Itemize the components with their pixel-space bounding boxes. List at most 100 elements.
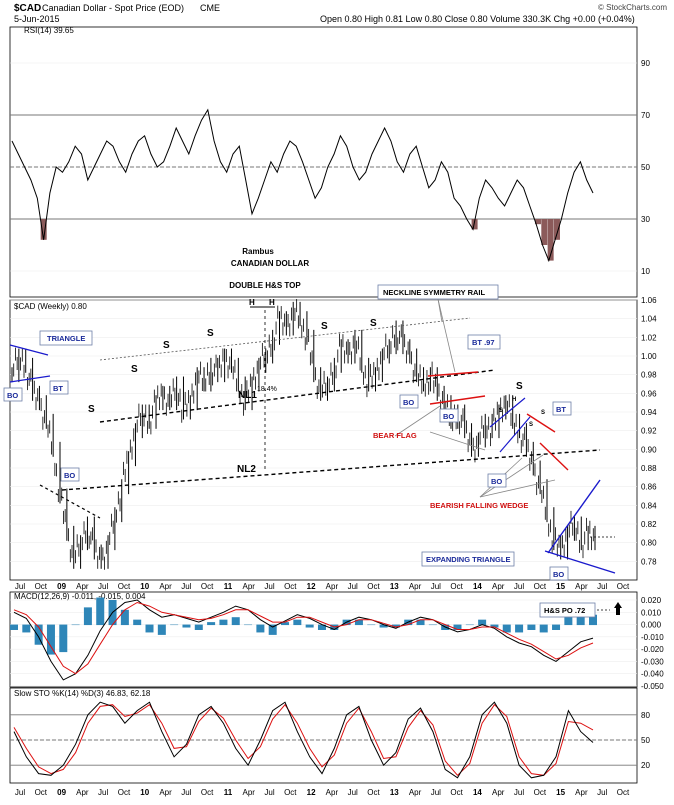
x-axis-top-label-25: Oct: [534, 582, 547, 591]
macd-hist-bar-38: [478, 619, 487, 626]
macd-tick-label-2: 0.000: [641, 621, 662, 630]
wedge-red-2: [539, 442, 569, 471]
macd-hist-bar-34: [428, 624, 437, 626]
macd-hist-bar-41: [515, 624, 524, 633]
macd-hist-bar-1: [22, 624, 31, 633]
bt-callout-2: BT: [552, 401, 572, 416]
price-tick-label-10: 0.98: [641, 371, 657, 380]
macd-hist-bar-5: [71, 624, 80, 626]
sto-title: Slow STO %K(14) %D(3) 46.83, 62.18: [14, 689, 151, 698]
expanding-triangle-callout: EXPANDING TRIANGLE: [421, 551, 515, 567]
x-axis-top-label-13: Oct: [284, 582, 297, 591]
rambus-label: Rambus: [242, 247, 274, 256]
bo-label-2: BO: [64, 471, 75, 480]
price-tick-label-2: 0.82: [641, 520, 657, 529]
wedge-leader-3: [479, 479, 556, 498]
exchange-label: CME: [200, 3, 220, 13]
bo-label-1: BO: [7, 391, 18, 400]
header-date: 5-Jun-2015: [14, 14, 60, 24]
x-axis-bottom-label-19: Apr: [409, 788, 422, 797]
x-axis-top-label-1: Oct: [35, 582, 48, 591]
macd-frame: [9, 591, 638, 688]
price-tick-label-4: 0.86: [641, 483, 657, 492]
nl2-neckline: [61, 449, 601, 491]
rsi-tick-label-1: 30: [641, 215, 650, 224]
x-axis-bottom-label-16: Jul: [348, 788, 358, 797]
x-axis-bottom-label-10: 11: [224, 788, 233, 797]
x-axis-bottom-label-27: Apr: [575, 788, 588, 797]
bo-callout-1: BO: [3, 387, 23, 402]
macd-hist-bar-21: [268, 624, 277, 635]
sto-tick-label-0: 20: [641, 761, 650, 770]
x-axis-bottom-label-22: 14: [473, 788, 482, 797]
price-tick-label-13: 1.04: [641, 315, 657, 324]
x-axis-bottom-label-28: Jul: [597, 788, 607, 797]
x-axis-bottom-label-24: Jul: [514, 788, 524, 797]
macd-hist-bar-40: [502, 624, 511, 633]
canadian-dollar-label: CANADIAN DOLLAR: [231, 259, 309, 268]
x-axis-top-label-2: 09: [57, 582, 66, 591]
x-axis-top-label-12: Jul: [264, 582, 274, 591]
x-axis-top-label-24: Jul: [514, 582, 524, 591]
x-axis-bottom-label-15: Apr: [326, 788, 339, 797]
h-label-2: H: [269, 298, 275, 307]
bear-flag-label: BEAR FLAG: [373, 431, 417, 440]
triangle-callout: TRIANGLE: [39, 330, 93, 346]
x-axis-top-label-3: Apr: [76, 582, 89, 591]
x-axis-bottom-label-2: 09: [57, 788, 66, 797]
x-axis-top-label-16: Jul: [348, 582, 358, 591]
expanding-triangle-label: EXPANDING TRIANGLE: [426, 555, 510, 564]
macd-hist-bar-37: [465, 624, 474, 626]
macd-hist-bar-31: [391, 624, 400, 628]
macd-signal-line: [13, 601, 594, 675]
rsi-title: RSI(14) 39.65: [24, 26, 74, 35]
triangle-upper-line: [9, 344, 49, 356]
macd-hist-bar-36: [453, 624, 462, 630]
x-axis-bottom-label-9: Oct: [201, 788, 214, 797]
bo-label-4: BO: [443, 412, 454, 421]
macd-hist-bar-11: [145, 624, 154, 633]
macd-hist-bar-15: [194, 624, 203, 630]
rsi-oversold-fill-73: [471, 219, 478, 230]
x-axis-bottom-label-17: Oct: [367, 788, 380, 797]
rsi-oversold-fill-84: [541, 219, 548, 245]
macd-tick-label-0: 0.020: [641, 596, 662, 605]
rsi-oversold-fill-83: [534, 219, 541, 225]
copyright: © StockCharts.com: [598, 3, 667, 12]
bo-callout-4: BO: [439, 408, 459, 423]
x-axis-bottom-label-1: Oct: [35, 788, 48, 797]
price-tick-label-1: 0.80: [641, 539, 657, 548]
rsi-line: [11, 108, 594, 263]
s-label-5: S: [321, 321, 328, 332]
macd-hist-bar-20: [256, 624, 265, 633]
bt-callout-1: BT: [49, 380, 69, 395]
x-axis-bottom-label-8: Jul: [181, 788, 191, 797]
bearish-falling-wedge-label: BEARISH FALLING WEDGE: [430, 501, 528, 510]
bo-label-6: BO: [553, 570, 564, 579]
macd-panel: MACD(12,26,9) -0.011, -0.015, 0.004 0.02…: [9, 591, 664, 691]
bo-callout-5: BO: [487, 473, 507, 488]
macd-hist-bar-3: [46, 624, 55, 655]
bear-flag-leader-2: [429, 431, 486, 451]
wedge-red-1: [526, 413, 556, 433]
price-frame: [9, 299, 638, 581]
x-axis-top-label-17: Oct: [367, 582, 380, 591]
macd-tick-label-6: -0.040: [641, 670, 664, 679]
blue-channel-lower: [499, 416, 531, 453]
bo-callout-3: BO: [399, 394, 419, 409]
s-label-9: S: [529, 422, 533, 428]
macd-hist-bar-25: [317, 624, 326, 630]
macd-hist-bar-4: [59, 624, 68, 653]
macd-hist-bar-0: [10, 624, 18, 630]
macd-hist-bar-6: [83, 607, 92, 626]
symbol-label: $CAD: [14, 3, 41, 14]
hs-po-label: H&S PO .72: [544, 606, 585, 615]
rsi-oversold-fill-86: [553, 219, 560, 240]
x-axis-top-label-20: Jul: [431, 582, 441, 591]
x-axis-top-label-23: Apr: [492, 582, 505, 591]
x-axis-top-label-7: Apr: [159, 582, 172, 591]
bo-callout-6: BO: [549, 566, 569, 581]
macd-title-text: MACD(12,26,9) -0.011, -0.015, 0.004: [14, 592, 146, 601]
